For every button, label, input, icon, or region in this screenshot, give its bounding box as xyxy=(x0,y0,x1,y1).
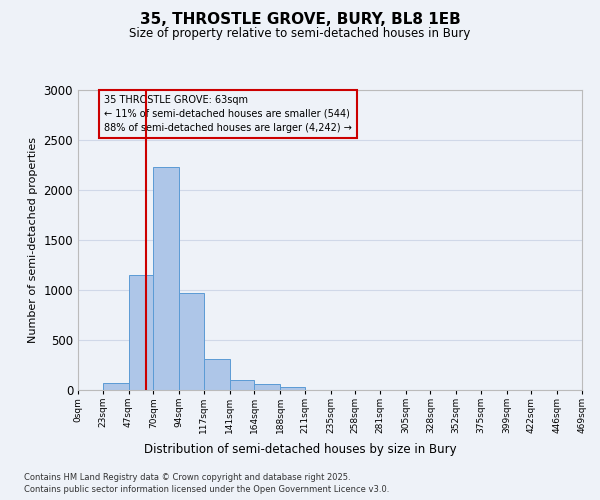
Text: Contains HM Land Registry data © Crown copyright and database right 2025.: Contains HM Land Registry data © Crown c… xyxy=(24,472,350,482)
Text: 35 THROSTLE GROVE: 63sqm
← 11% of semi-detached houses are smaller (544)
88% of : 35 THROSTLE GROVE: 63sqm ← 11% of semi-d… xyxy=(104,95,352,133)
Bar xyxy=(230,380,254,390)
Bar xyxy=(179,293,204,390)
Bar xyxy=(153,167,179,390)
Y-axis label: Number of semi-detached properties: Number of semi-detached properties xyxy=(28,137,38,343)
Bar xyxy=(204,359,230,390)
Text: Contains public sector information licensed under the Open Government Licence v3: Contains public sector information licen… xyxy=(24,485,389,494)
Bar xyxy=(128,275,153,390)
Bar xyxy=(103,382,128,390)
Text: Size of property relative to semi-detached houses in Bury: Size of property relative to semi-detach… xyxy=(130,28,470,40)
Text: 35, THROSTLE GROVE, BURY, BL8 1EB: 35, THROSTLE GROVE, BURY, BL8 1EB xyxy=(140,12,460,28)
Bar xyxy=(254,384,280,390)
Text: Distribution of semi-detached houses by size in Bury: Distribution of semi-detached houses by … xyxy=(143,442,457,456)
Bar xyxy=(280,386,305,390)
